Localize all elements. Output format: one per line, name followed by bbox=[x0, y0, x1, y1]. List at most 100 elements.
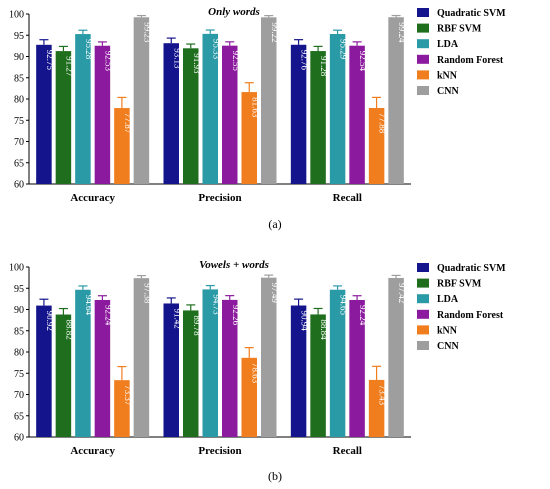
chart-panel-b: 60 65 70 75 80 85 90 95 100 Vowels + words 90.92 88… bbox=[9, 259, 506, 483]
data-label: 92.55 bbox=[231, 51, 241, 72]
bar bbox=[329, 34, 346, 184]
data-label: 88.82 bbox=[64, 320, 74, 340]
data-label: 88.84 bbox=[319, 319, 329, 340]
data-label: 92.24 bbox=[103, 305, 113, 326]
legend-swatch bbox=[417, 278, 429, 288]
data-label: 91.28 bbox=[319, 56, 329, 77]
data-label: 91.27 bbox=[64, 56, 74, 77]
data-label: 97.42 bbox=[397, 283, 407, 303]
data-label: 92.76 bbox=[300, 50, 310, 71]
y-tick-label: 65 bbox=[14, 411, 24, 422]
data-label: 93.13 bbox=[172, 48, 182, 69]
bar bbox=[163, 303, 179, 437]
y-tick-label: 80 bbox=[14, 95, 24, 106]
y-tick-label: 95 bbox=[14, 284, 24, 295]
y-tick-label: 100 bbox=[9, 10, 24, 21]
legend-label: kNN bbox=[437, 325, 458, 336]
bar bbox=[349, 299, 365, 437]
legend-label: Quadratic SVM bbox=[437, 263, 506, 274]
legend-swatch bbox=[417, 70, 429, 80]
y-tick-label: 95 bbox=[14, 31, 24, 42]
legend-swatch bbox=[417, 23, 429, 33]
bar bbox=[75, 34, 91, 185]
y-tick-label: 90 bbox=[14, 305, 24, 316]
bar bbox=[368, 379, 385, 437]
bar bbox=[183, 48, 199, 184]
y-tick-label: 75 bbox=[14, 116, 24, 127]
category-label: Recall bbox=[333, 445, 362, 457]
y-tick-label: 60 bbox=[14, 433, 24, 444]
category-label: Accuracy bbox=[70, 445, 115, 457]
bar bbox=[261, 277, 277, 437]
data-label: 92.53 bbox=[103, 51, 113, 72]
bar bbox=[241, 92, 257, 184]
bar bbox=[133, 17, 150, 185]
legend-swatch bbox=[417, 325, 429, 335]
data-label: 81.63 bbox=[250, 97, 260, 118]
data-label: 94.73 bbox=[211, 294, 221, 315]
data-label: 73.37 bbox=[123, 385, 133, 406]
data-label: 89.78 bbox=[192, 315, 202, 336]
legend-label: Random Forest bbox=[437, 310, 504, 321]
y-tick-label: 75 bbox=[14, 369, 24, 380]
legend-label: CNN bbox=[437, 86, 459, 97]
y-tick-label: 80 bbox=[14, 348, 24, 359]
category-label: Precision bbox=[198, 192, 241, 204]
legend-label: RBF SVM bbox=[437, 279, 482, 290]
legend-swatch bbox=[417, 54, 429, 64]
data-label: 91.93 bbox=[192, 53, 202, 74]
legend-swatch bbox=[417, 294, 429, 304]
legend-label: Quadratic SVM bbox=[437, 8, 506, 19]
bar bbox=[202, 33, 218, 184]
y-tick-label: 85 bbox=[14, 326, 24, 337]
category-label: Accuracy bbox=[70, 192, 115, 204]
bar bbox=[75, 289, 91, 437]
bar bbox=[310, 314, 326, 437]
legend-swatch bbox=[417, 39, 429, 49]
bar bbox=[349, 45, 365, 184]
data-label: 90.92 bbox=[45, 311, 55, 331]
bar bbox=[202, 289, 218, 437]
bar bbox=[261, 17, 277, 184]
data-label: 97.38 bbox=[142, 283, 152, 304]
data-label: 97.49 bbox=[270, 283, 280, 304]
legend-swatch bbox=[417, 309, 429, 319]
bar bbox=[183, 310, 199, 437]
bar bbox=[114, 108, 130, 184]
bar bbox=[36, 305, 52, 437]
panel-caption: (a) bbox=[268, 217, 281, 231]
bar bbox=[114, 380, 130, 437]
data-label: 94.64 bbox=[84, 295, 94, 316]
bar bbox=[163, 43, 179, 185]
bar bbox=[241, 357, 257, 437]
data-label: 95.29 bbox=[339, 39, 349, 60]
category-label: Precision bbox=[198, 445, 241, 457]
legend-label: RBF SVM bbox=[437, 24, 482, 35]
data-label: 78.63 bbox=[250, 363, 260, 384]
data-label: 90.94 bbox=[300, 311, 310, 332]
bar bbox=[36, 44, 52, 184]
bar bbox=[310, 51, 326, 185]
legend-swatch bbox=[417, 8, 429, 17]
legend-label: kNN bbox=[437, 70, 458, 81]
bar bbox=[133, 278, 150, 437]
panel-caption: (b) bbox=[268, 469, 282, 483]
data-label: 95.33 bbox=[211, 39, 221, 60]
data-label: 92.75 bbox=[45, 50, 55, 71]
legend: Quadratic SVM RBF SVM LDA Random Forest kNN C… bbox=[417, 8, 506, 97]
bar bbox=[368, 108, 385, 184]
category-label: Recall bbox=[333, 192, 362, 204]
legend-swatch bbox=[417, 341, 429, 350]
bar bbox=[222, 45, 238, 184]
chart-panel-a: 60 65 70 75 80 85 90 95 100 Only words 92.75 91.27 9… bbox=[9, 6, 506, 231]
data-label: 95.28 bbox=[84, 39, 94, 60]
bar bbox=[94, 45, 111, 185]
data-label: 92.26 bbox=[231, 305, 241, 326]
bar bbox=[55, 51, 72, 184]
bar bbox=[388, 17, 404, 185]
data-label: 92.54 bbox=[358, 51, 368, 72]
data-label: 77.87 bbox=[123, 113, 133, 134]
legend-label: CNN bbox=[437, 341, 459, 352]
bar bbox=[290, 44, 307, 184]
